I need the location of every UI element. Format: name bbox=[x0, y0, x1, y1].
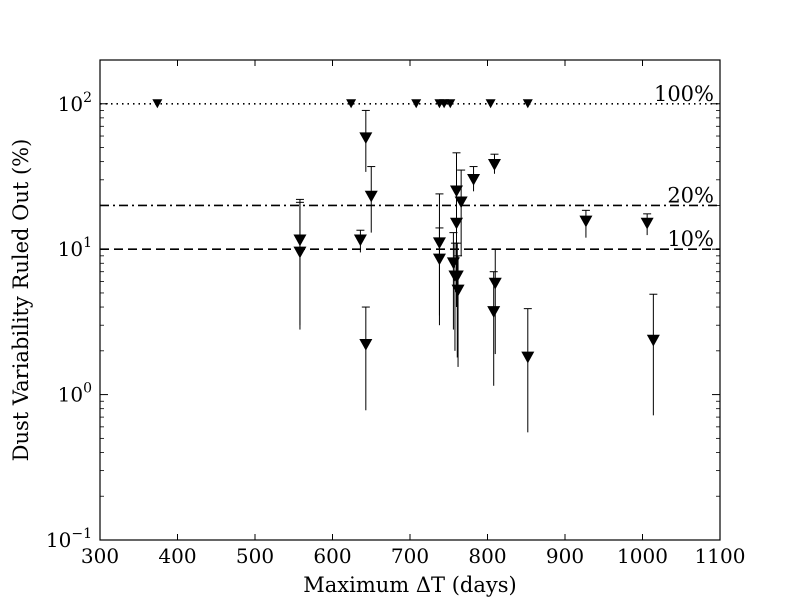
y-tick-label-base: 10 bbox=[58, 237, 83, 261]
x-tick-label: 400 bbox=[158, 544, 196, 568]
x-tick-label: 1000 bbox=[617, 544, 668, 568]
y-tick-label-base: 10 bbox=[58, 92, 83, 116]
x-axis-title: Maximum ΔT (days) bbox=[303, 573, 516, 597]
data-point-30 bbox=[640, 217, 654, 230]
data-point-14 bbox=[364, 190, 378, 203]
data-point-28 bbox=[521, 351, 535, 364]
data-point-11 bbox=[353, 234, 367, 247]
y-tick-label-exponent: 2 bbox=[83, 90, 92, 106]
y-tick-label-exponent: −1 bbox=[71, 526, 92, 542]
data-point-7 bbox=[485, 99, 496, 109]
reference-line-label: 100% bbox=[654, 82, 714, 106]
data-point-20 bbox=[450, 217, 463, 230]
reference-line-label: 20% bbox=[667, 183, 714, 207]
data-point-17 bbox=[446, 257, 460, 270]
data-point-26 bbox=[487, 159, 501, 171]
data-point-13 bbox=[359, 338, 373, 351]
data-point-2 bbox=[346, 99, 357, 109]
x-tick-label: 1100 bbox=[695, 544, 746, 568]
data-point-16 bbox=[432, 253, 446, 266]
reference-line-label: 10% bbox=[667, 227, 714, 251]
data-point-1 bbox=[152, 99, 163, 109]
x-tick-label: 700 bbox=[391, 544, 429, 568]
y-tick-label: 102 bbox=[58, 90, 92, 116]
data-point-10 bbox=[293, 246, 307, 259]
x-tick-label: 300 bbox=[81, 544, 119, 568]
y-tick-label-exponent: 0 bbox=[83, 381, 92, 397]
data-point-25 bbox=[487, 306, 501, 318]
data-point-8 bbox=[522, 99, 533, 109]
y-tick-label: 101 bbox=[58, 235, 92, 261]
data-point-22 bbox=[451, 284, 465, 297]
x-tick-label: 500 bbox=[236, 544, 274, 568]
y-tick-label-base: 10 bbox=[46, 528, 71, 552]
data-point-12 bbox=[359, 132, 373, 145]
y-tick-label-exponent: 1 bbox=[83, 235, 92, 251]
y-tick-label: 10−1 bbox=[46, 526, 92, 552]
data-point-9 bbox=[293, 234, 307, 247]
reference-lines: 100% 20% 10% bbox=[100, 82, 720, 251]
data-point-19 bbox=[450, 185, 463, 198]
data-point-3 bbox=[411, 99, 422, 109]
axis-ticks bbox=[99, 60, 721, 541]
y-axis-title: Dust Variability Ruled Out (%) bbox=[9, 139, 33, 462]
y-tick-label: 100 bbox=[58, 381, 92, 407]
tick-labels: 300 400 500 600 700 800 900 1000 110010−11001011… bbox=[46, 90, 746, 568]
x-tick-label: 900 bbox=[546, 544, 584, 568]
data-point-6 bbox=[445, 99, 456, 109]
data-point-23 bbox=[454, 196, 468, 209]
data-point-31 bbox=[646, 334, 660, 347]
data-points bbox=[152, 99, 660, 364]
data-point-29 bbox=[579, 215, 593, 228]
data-point-15 bbox=[432, 237, 446, 250]
error-bars bbox=[295, 109, 658, 433]
y-tick-label-base: 10 bbox=[58, 383, 83, 407]
x-tick-label: 800 bbox=[468, 544, 506, 568]
data-point-21 bbox=[450, 270, 464, 283]
plot-frame bbox=[99, 59, 721, 541]
data-point-27 bbox=[488, 277, 502, 290]
data-point-24 bbox=[467, 173, 481, 186]
x-tick-label: 600 bbox=[313, 544, 351, 568]
